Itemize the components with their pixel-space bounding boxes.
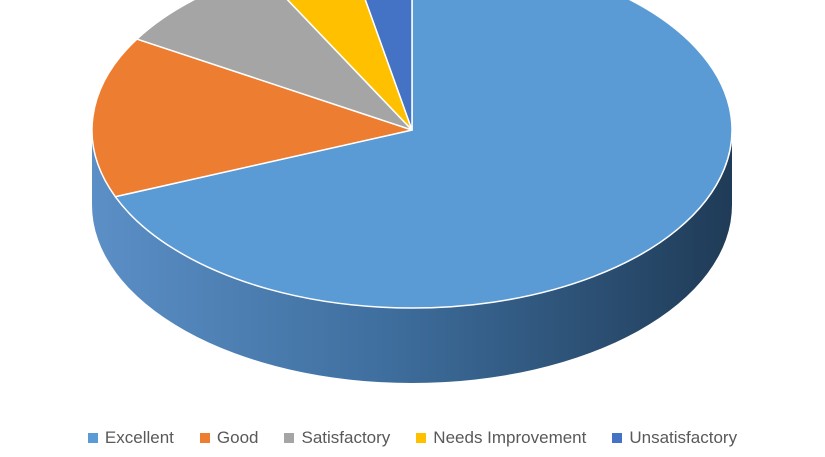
legend-label-needs-improvement: Needs Improvement	[433, 428, 587, 447]
legend-item-unsatisfactory: Unsatisfactory	[612, 428, 737, 448]
pie-slice-unsatisfactory	[364, 0, 413, 131]
pie-slice-satisfactory	[136, 0, 413, 131]
pie-side-wall	[92, 130, 732, 383]
legend-item-excellent: Excellent	[87, 428, 174, 448]
pie-chart	[91, 0, 733, 383]
legend-label-unsatisfactory: Unsatisfactory	[629, 428, 738, 447]
legend-swatch-satisfactory	[284, 433, 295, 443]
legend-swatch-excellent	[87, 433, 98, 443]
legend-label-satisfactory: Satisfactory	[301, 428, 391, 447]
legend-swatch-good	[199, 433, 210, 443]
legend-swatch-unsatisfactory	[612, 433, 623, 443]
pie-slice-good	[91, 38, 413, 198]
legend-swatch-needs-improvement	[416, 433, 427, 443]
pie-slice-excellent	[114, 0, 733, 309]
legend-item-satisfactory: Satisfactory	[284, 428, 390, 448]
chart-legend: Excellent Good Satisfactory Needs Improv…	[0, 428, 825, 448]
legend-item-needs-improvement: Needs Improvement	[416, 428, 586, 448]
pie-slice-needs-improvement	[286, 0, 413, 131]
legend-label-good: Good	[216, 428, 259, 447]
legend-item-good: Good	[199, 428, 259, 448]
legend-label-excellent: Excellent	[104, 428, 174, 447]
